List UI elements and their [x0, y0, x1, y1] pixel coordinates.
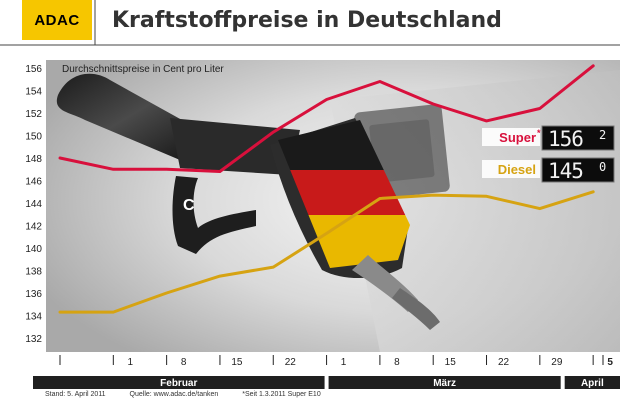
- legend-label-diesel: Diesel: [498, 162, 536, 177]
- x-tick-label: 8: [394, 357, 400, 368]
- y-axis-label: Durchschnittspreise in Cent pro Liter: [62, 64, 224, 75]
- month-bar: Februar März April: [33, 376, 620, 389]
- y-tick-label: 132: [25, 334, 42, 345]
- x-tick-label: 5: [607, 357, 613, 368]
- y-tick-label: 136: [25, 289, 42, 300]
- x-tick-label: 1: [128, 357, 134, 368]
- svg-text:C: C: [183, 197, 195, 214]
- y-tick-label: 146: [25, 177, 42, 188]
- series-lines: [58, 64, 595, 314]
- footer-brand-left: ADAC: [555, 390, 579, 399]
- footer-stand: Stand: 5. April 2011: [45, 391, 106, 398]
- x-tick-label: 8: [181, 357, 187, 368]
- price-display-value: 145: [548, 159, 583, 183]
- month-divider: [560, 376, 565, 389]
- adac-logo: ADAC: [22, 0, 92, 40]
- legend-marker: *: [537, 128, 541, 138]
- nozzle-photo-background: C: [45, 60, 620, 352]
- price-display-decimal: 2: [599, 128, 606, 142]
- price-display-box: [541, 157, 615, 183]
- month-label: März: [433, 378, 456, 389]
- page-title: Kraftstoffpreise in Deutschland: [112, 8, 502, 33]
- x-tick-label: 1: [341, 357, 347, 368]
- footer-brand-right: Infogramm: [580, 390, 616, 399]
- legend-label-backdrop: [482, 160, 540, 178]
- legend-label-super: Super: [499, 130, 536, 145]
- footer-source: Quelle: www.adac.de/tanken: [129, 391, 219, 398]
- month-divider: [324, 376, 329, 389]
- y-tick-label: 148: [25, 154, 42, 165]
- x-tick-label: 15: [445, 357, 457, 368]
- adac-logo-text: ADAC: [34, 11, 80, 29]
- x-tick-label: 15: [231, 357, 243, 368]
- y-tick-label: 154: [25, 87, 42, 98]
- y-tick-label: 156: [25, 64, 42, 75]
- footer: Stand: 5. April 2011 Quelle: www.adac.de…: [45, 391, 343, 398]
- x-tick-label: 22: [285, 357, 297, 368]
- series-line-diesel: [58, 190, 595, 314]
- y-tick-label: 152: [25, 109, 42, 120]
- y-tick-label: 138: [25, 267, 42, 278]
- month-label: April: [581, 378, 604, 389]
- y-tick-label: 150: [25, 132, 42, 143]
- y-tick-label: 140: [25, 244, 42, 255]
- y-tick-label: 134: [25, 312, 42, 323]
- series-line-super: [58, 64, 595, 173]
- price-display-value: 156: [548, 127, 583, 151]
- price-display-box: [541, 125, 615, 151]
- footer-brand: ADAC Infogramm: [555, 390, 616, 399]
- x-axis: 1 8 15 22 1 8 15 22 29 5: [59, 355, 613, 368]
- month-label: Februar: [160, 378, 197, 389]
- legend-label-backdrop: [482, 128, 540, 146]
- footer-note: *Seit 1.3.2011 Super E10: [242, 391, 321, 398]
- y-axis: 132 134 136 138 140 142 144 146 148 150 152 154 156: [25, 64, 42, 345]
- y-tick-label: 142: [25, 222, 42, 233]
- legend: Super * 156 2 Diesel 145 0: [482, 125, 615, 183]
- price-display-decimal: 0: [599, 160, 606, 174]
- y-tick-label: 144: [25, 199, 42, 210]
- x-tick-label: 22: [498, 357, 510, 368]
- x-tick-label: 29: [551, 357, 563, 368]
